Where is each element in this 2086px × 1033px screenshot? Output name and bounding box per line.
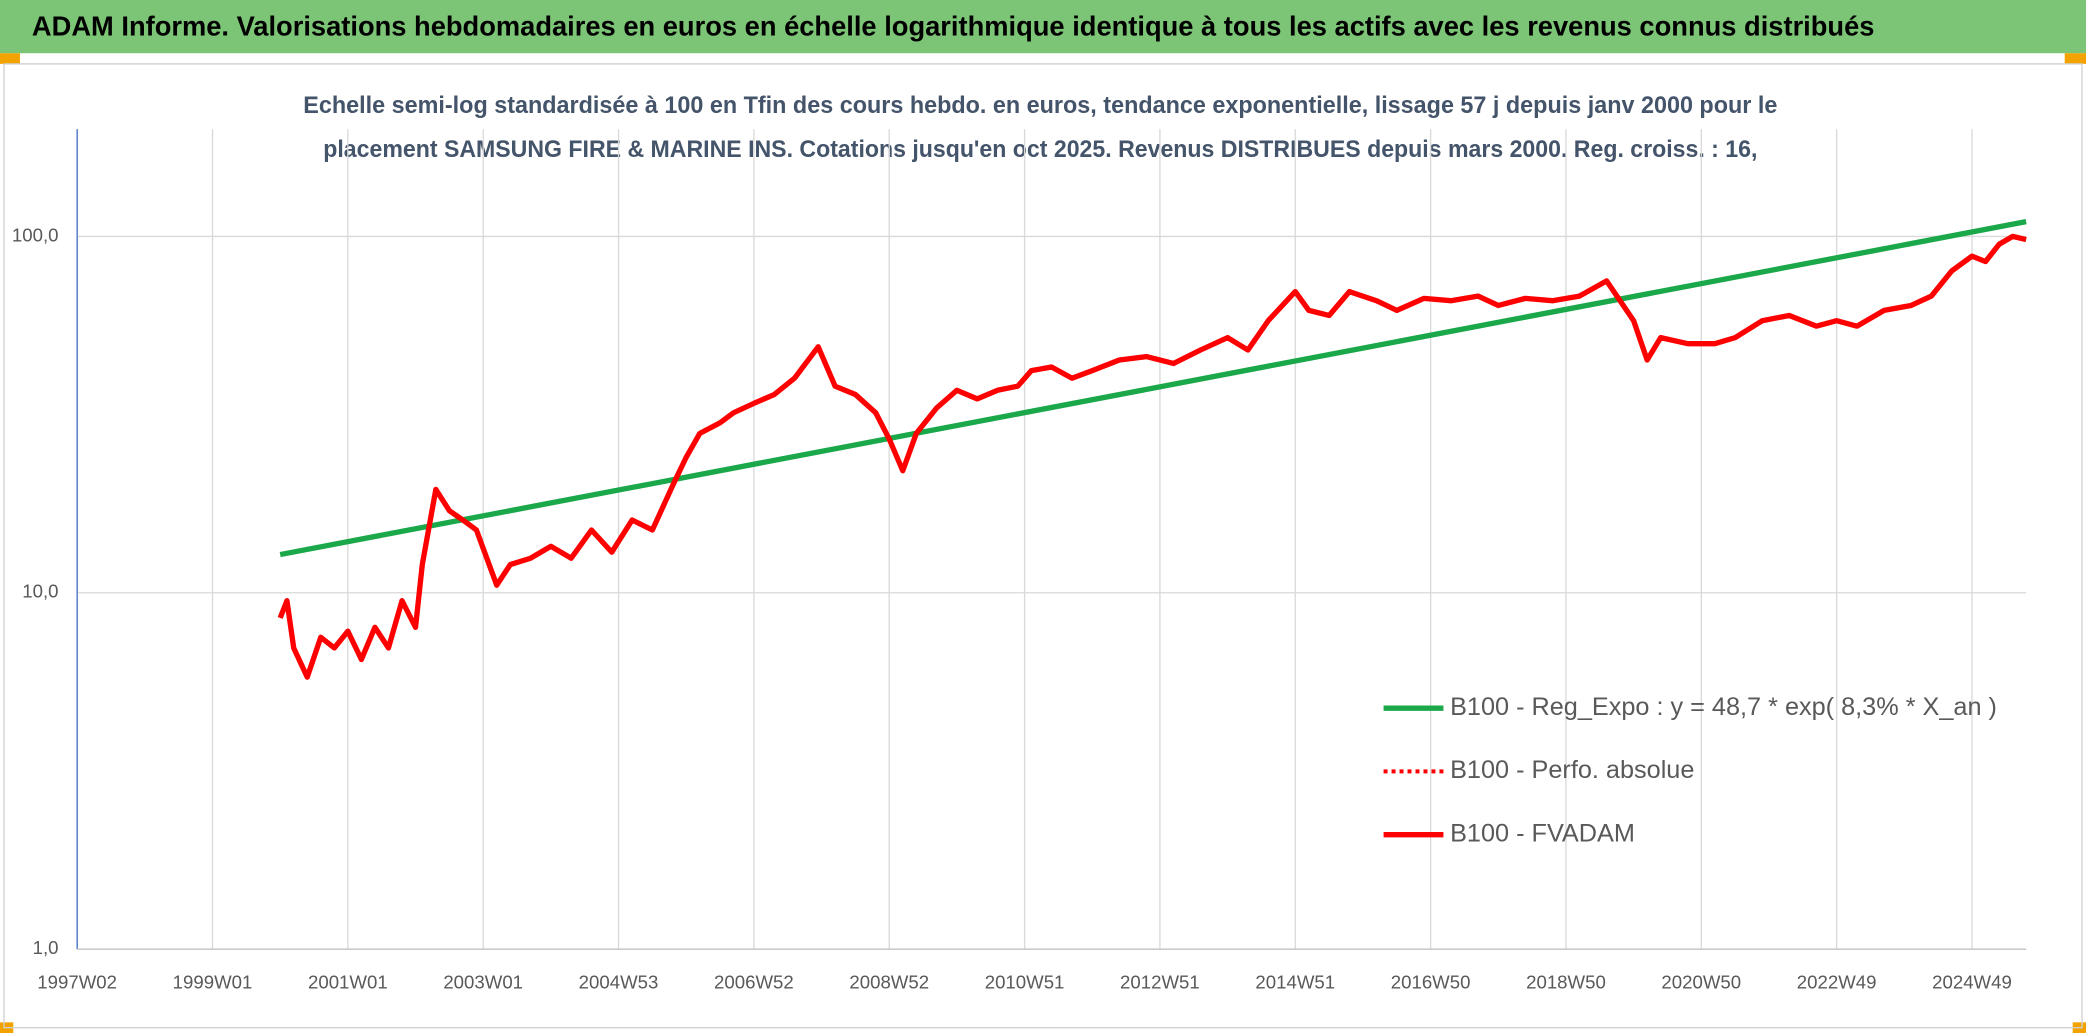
x-tick-label: 2006W52 — [714, 972, 794, 993]
series-line — [279, 219, 2027, 558]
legend-label: B100 - Perfo. absolue — [1450, 756, 1694, 784]
panel-border — [3, 63, 2083, 1029]
corner — [0, 53, 20, 64]
y-tick-label: 1,0 — [33, 937, 59, 958]
x-tick-label: 2022W49 — [1797, 972, 1877, 993]
series-line — [277, 233, 2027, 680]
legend-label: B100 - Reg_Expo : y = 48,7 * exp( 8,3% *… — [1450, 693, 1997, 721]
x-tick-label: 2004W53 — [579, 972, 659, 993]
x-tick-label: 2020W50 — [1661, 972, 1741, 993]
x-tick-label: 2010W51 — [985, 972, 1065, 993]
legend-label: B100 - FVADAM — [1450, 819, 1635, 847]
y-tick-label: 100,0 — [12, 224, 59, 245]
x-tick-label: 2012W51 — [1120, 972, 1200, 993]
x-tick-label: 1997W02 — [37, 972, 117, 993]
x-tick-label: 2018W50 — [1526, 972, 1606, 993]
header-bar — [0, 0, 2086, 54]
chart-subtitle: placement SAMSUNG FIRE & MARINE INS. Cot… — [323, 136, 1757, 163]
corner — [2064, 53, 2086, 64]
x-tick-label: 1999W01 — [173, 972, 253, 993]
x-tick-label: 2014W51 — [1255, 972, 1335, 993]
chart-subtitle: Echelle semi-log standardisée à 100 en T… — [303, 92, 1777, 119]
header-title: ADAM Informe. Valorisations hebdomadaire… — [32, 10, 1875, 41]
x-tick-label: 2024W49 — [1932, 972, 2012, 993]
x-tick-label: 2001W01 — [308, 972, 388, 993]
x-tick-label: 2003W01 — [443, 972, 523, 993]
x-tick-label: 2016W50 — [1391, 972, 1471, 993]
y-tick-label: 10,0 — [22, 581, 58, 602]
x-tick-label: 2008W52 — [849, 972, 929, 993]
